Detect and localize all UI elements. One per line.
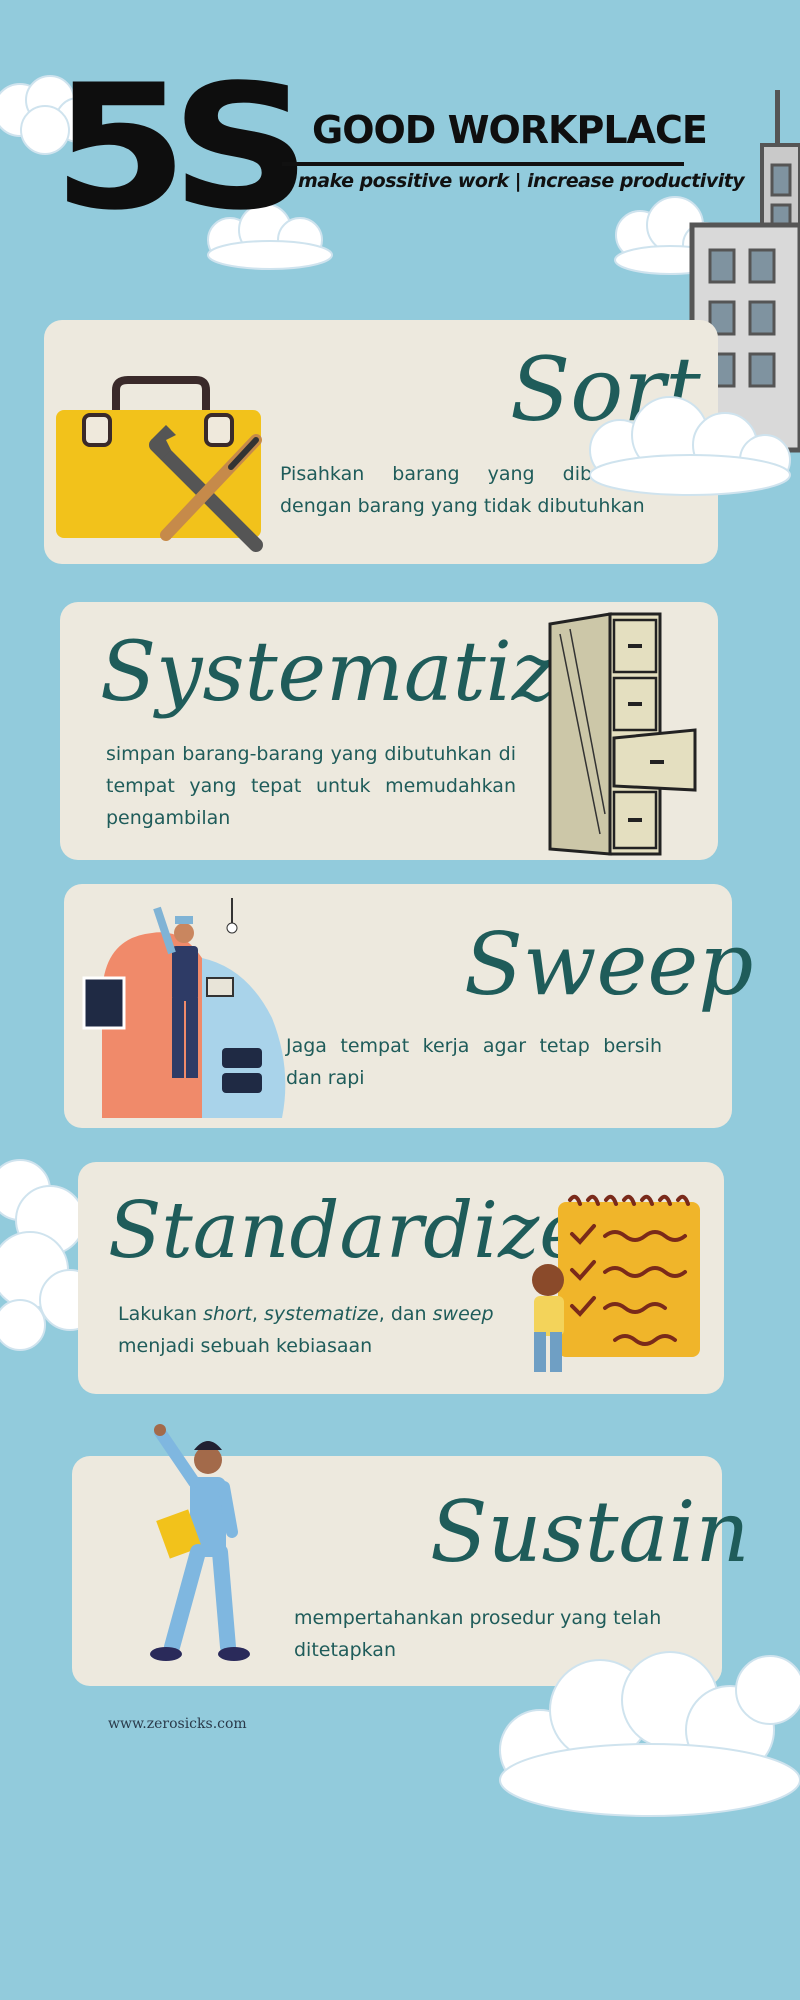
technician-icon	[82, 898, 286, 1118]
cloud-icon	[589, 396, 791, 496]
page-title: GOOD WORKPLACE	[312, 108, 708, 152]
footer-website: www.zerosicks.com	[108, 1716, 247, 1732]
section-text: simpan barang-barang yang dibutuhkan di …	[106, 743, 516, 829]
section-text: Jaga tempat kerja agar tetap bersih dan …	[286, 1035, 662, 1089]
logo-5s: 5S	[52, 47, 312, 249]
cloud-icon	[499, 1651, 800, 1817]
term-systematize: systematize	[264, 1303, 379, 1325]
businessman-icon	[150, 1424, 250, 1661]
divider	[282, 162, 684, 166]
section-text: Lakukan short, systematize, dan sweep me…	[118, 1303, 494, 1357]
checklist-icon	[532, 1194, 700, 1372]
toolbox-icon	[56, 376, 263, 552]
section-heading: Standardize	[108, 1186, 586, 1276]
section-heading: Sustain	[430, 1483, 750, 1581]
section-text: mempertahankan prosedur yang telah ditet…	[294, 1607, 662, 1661]
filing-cabinet-icon	[548, 612, 697, 856]
section-heading: Systematize	[100, 625, 604, 720]
card-sustain: Sustain mempertahankan prosedur yang tel…	[72, 1424, 750, 1686]
card-standardize: Standardize Lakukan short, systematize, …	[78, 1162, 724, 1394]
term-sweep: sweep	[432, 1303, 494, 1325]
cloud-icon	[207, 203, 333, 270]
section-heading: Sweep	[464, 915, 754, 1015]
cloud-icon	[0, 75, 101, 155]
term-short: short	[203, 1303, 252, 1325]
card-sweep: Sweep Jaga tempat kerja agar tetap bersi…	[64, 884, 753, 1128]
card-systematize: Systematize simpan barang-barang yang di…	[60, 602, 718, 860]
page-subtitle: make possitive work | increase productiv…	[298, 170, 745, 192]
section-text: Pisahkan barang yang dibutuhkan dengan b…	[280, 463, 670, 517]
